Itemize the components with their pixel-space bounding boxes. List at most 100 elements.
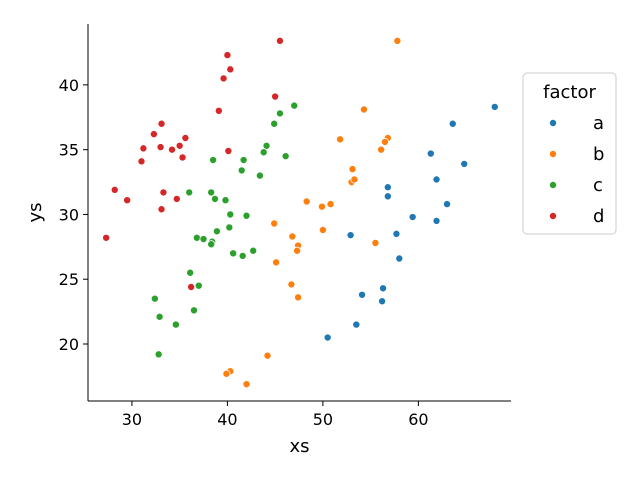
data-point-c — [230, 250, 237, 257]
data-point-a — [378, 298, 385, 305]
legend-marker-b — [549, 150, 556, 157]
data-point-c — [226, 224, 233, 231]
data-point-d — [182, 134, 189, 141]
data-point-b — [381, 138, 388, 145]
data-point-d — [140, 145, 147, 152]
data-point-b — [288, 281, 295, 288]
data-point-d — [158, 120, 165, 127]
data-point-b — [303, 198, 310, 205]
data-point-a — [396, 255, 403, 262]
y-axis-ticks: 20 25 30 35 40 — [59, 76, 88, 354]
data-point-d — [138, 158, 145, 165]
data-point-c — [193, 234, 200, 241]
data-point-c — [276, 110, 283, 117]
data-point-d — [225, 147, 232, 154]
legend-label-d: d — [593, 206, 604, 227]
data-point-d — [272, 93, 279, 100]
y-tick-label: 35 — [59, 141, 79, 160]
data-point-c — [211, 195, 218, 202]
data-point-a — [353, 321, 360, 328]
data-point-c — [250, 247, 257, 254]
data-point-b — [243, 381, 250, 388]
data-point-c — [209, 156, 216, 163]
data-point-c — [156, 313, 163, 320]
data-point-b — [271, 220, 278, 227]
legend-label-a: a — [593, 113, 604, 134]
data-point-d — [276, 37, 283, 44]
data-point-d — [150, 131, 157, 138]
data-point-d — [188, 283, 195, 290]
x-axis-ticks: 30 40 50 60 — [122, 401, 429, 429]
data-point-c — [186, 189, 193, 196]
data-point-a — [384, 193, 391, 200]
data-point-b — [294, 247, 301, 254]
data-point-b — [264, 352, 271, 359]
data-point-b — [327, 200, 334, 207]
data-point-c — [190, 307, 197, 314]
data-point-c — [222, 197, 229, 204]
data-point-a — [449, 120, 456, 127]
y-tick-label: 40 — [59, 76, 79, 95]
data-point-d — [215, 107, 222, 114]
legend-label-b: b — [593, 144, 604, 165]
data-point-d — [103, 234, 110, 241]
data-point-b — [289, 233, 296, 240]
data-point-c — [271, 120, 278, 127]
data-point-b — [349, 165, 356, 172]
legend-marker-c — [549, 181, 556, 188]
data-point-a — [379, 285, 386, 292]
data-point-c — [195, 282, 202, 289]
data-point-a — [358, 291, 365, 298]
x-tick-label: 40 — [217, 410, 237, 429]
data-point-c — [200, 235, 207, 242]
data-point-c — [260, 149, 267, 156]
data-point-a — [347, 232, 354, 239]
data-point-b — [318, 203, 325, 210]
x-axis-label: xs — [289, 436, 309, 457]
data-point-c — [151, 295, 158, 302]
data-point-a — [427, 150, 434, 157]
data-point-b — [394, 37, 401, 44]
data-point-d — [173, 195, 180, 202]
data-point-a — [393, 230, 400, 237]
data-point-d — [158, 206, 165, 213]
data-point-a — [491, 103, 498, 110]
data-point-b — [336, 136, 343, 143]
data-point-c — [187, 269, 194, 276]
data-point-d — [227, 66, 234, 73]
data-point-c — [155, 351, 162, 358]
data-point-d — [124, 197, 131, 204]
data-point-b — [294, 294, 301, 301]
x-tick-label: 60 — [408, 410, 428, 429]
data-point-c — [208, 189, 215, 196]
legend-marker-d — [549, 212, 556, 219]
y-tick-label: 25 — [59, 270, 79, 289]
data-point-c — [240, 156, 247, 163]
data-point-a — [461, 160, 468, 167]
legend-marker-a — [549, 119, 556, 126]
data-point-c — [256, 172, 263, 179]
data-point-d — [111, 186, 118, 193]
data-point-a — [443, 200, 450, 207]
legend-label-c: c — [593, 175, 603, 196]
x-tick-label: 30 — [122, 410, 142, 429]
data-point-c — [243, 212, 250, 219]
data-point-b — [223, 370, 230, 377]
data-point-d — [224, 51, 231, 58]
data-point-c — [213, 228, 220, 235]
data-points — [103, 37, 499, 388]
data-point-b — [273, 259, 280, 266]
data-point-d — [160, 189, 167, 196]
y-tick-label: 30 — [59, 205, 79, 224]
data-point-c — [208, 241, 215, 248]
data-point-b — [378, 146, 385, 153]
data-point-d — [157, 143, 164, 150]
data-point-a — [433, 176, 440, 183]
data-point-d — [168, 146, 175, 153]
axes: 30 40 50 60 20 25 30 35 40 xs ys — [25, 24, 511, 457]
data-point-d — [179, 154, 186, 161]
data-point-c — [172, 321, 179, 328]
